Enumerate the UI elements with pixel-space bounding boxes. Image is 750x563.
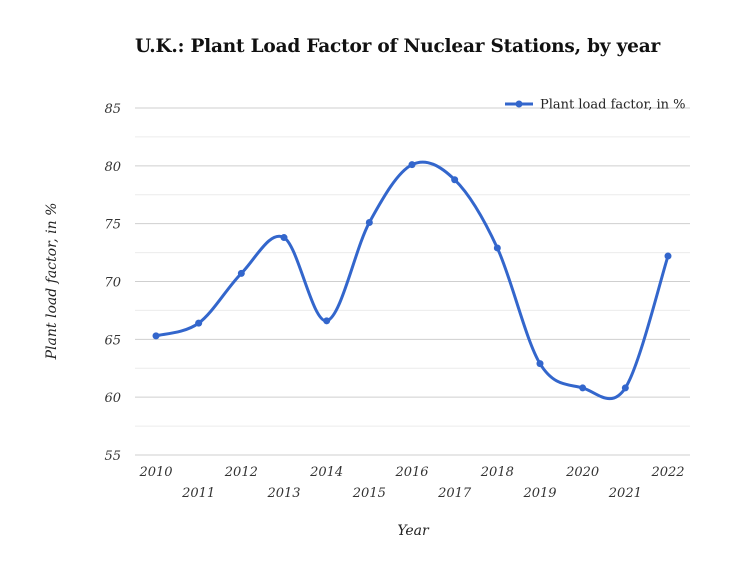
x-tick-label: 2011 bbox=[181, 486, 215, 501]
data-point-2021[interactable] bbox=[621, 384, 629, 392]
y-axis-label: Plant load factor, in % bbox=[44, 203, 60, 361]
legend[interactable]: Plant load factor, in % bbox=[505, 98, 686, 113]
y-tick-label: 55 bbox=[104, 449, 121, 464]
x-tick-label: 2010 bbox=[138, 465, 172, 480]
y-tick-label: 75 bbox=[104, 218, 121, 233]
x-tick-label: 2018 bbox=[480, 465, 514, 480]
x-tick-label: 2013 bbox=[266, 486, 300, 501]
x-tick-label: 2014 bbox=[309, 465, 343, 480]
data-point-2019[interactable] bbox=[536, 360, 544, 368]
y-tick-label: 85 bbox=[104, 102, 121, 117]
y-tick-label: 70 bbox=[104, 276, 121, 291]
data-point-2017[interactable] bbox=[451, 176, 459, 184]
x-tick-label: 2020 bbox=[565, 465, 599, 480]
data-point-2020[interactable] bbox=[579, 384, 587, 392]
legend-label: Plant load factor, in % bbox=[540, 98, 686, 113]
legend-marker bbox=[515, 100, 523, 108]
x-tick-label: 2022 bbox=[650, 465, 684, 480]
x-axis-label: Year bbox=[397, 523, 430, 539]
x-tick-label: 2012 bbox=[224, 465, 258, 480]
x-tick-label: 2016 bbox=[394, 465, 428, 480]
data-point-2013[interactable] bbox=[280, 234, 288, 242]
x-tick-label: 2017 bbox=[437, 486, 472, 501]
data-point-2022[interactable] bbox=[664, 252, 672, 260]
data-point-2016[interactable] bbox=[408, 161, 416, 169]
data-point-2018[interactable] bbox=[493, 244, 501, 252]
data-point-2014[interactable] bbox=[323, 317, 331, 325]
data-point-2012[interactable] bbox=[237, 269, 245, 277]
x-tick-label: 2021 bbox=[608, 486, 642, 501]
data-point-2015[interactable] bbox=[365, 219, 373, 227]
series-line bbox=[155, 160, 670, 401]
y-tick-label: 80 bbox=[104, 160, 121, 175]
x-tick-label: 2015 bbox=[352, 486, 386, 501]
data-point-2011[interactable] bbox=[195, 319, 203, 327]
y-tick-label: 65 bbox=[104, 333, 121, 348]
chart-title: U.K.: Plant Load Factor of Nuclear Stati… bbox=[135, 36, 661, 57]
y-tick-label: 60 bbox=[104, 391, 121, 406]
data-point-2010[interactable] bbox=[152, 332, 160, 340]
x-tick-label: 2019 bbox=[522, 486, 556, 501]
